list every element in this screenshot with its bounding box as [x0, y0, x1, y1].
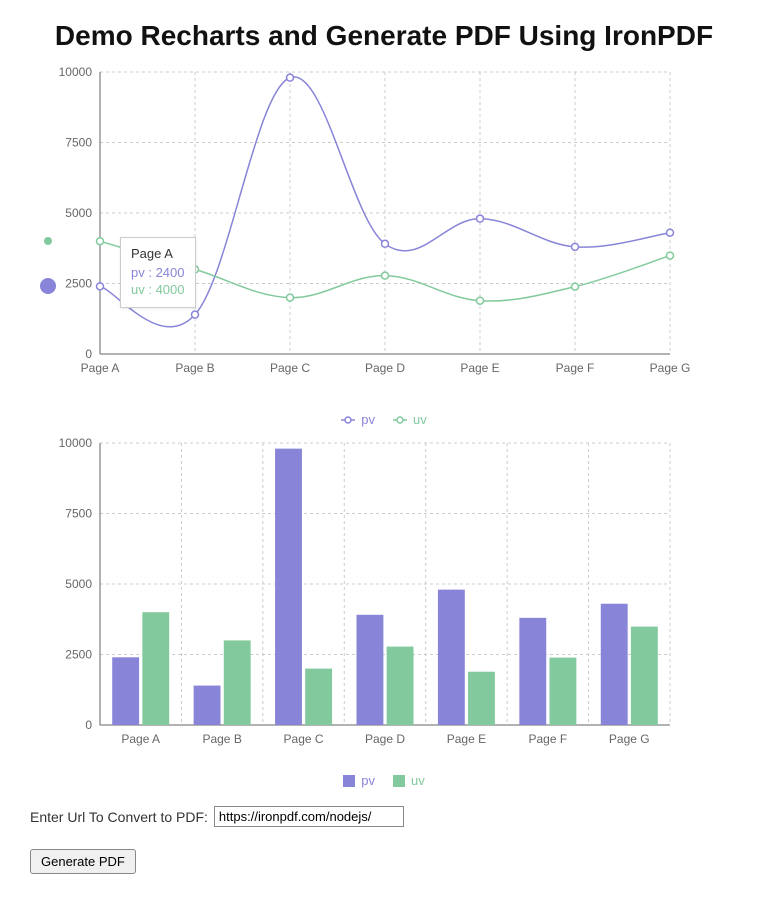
chart-tooltip: Page A pv : 2400 uv : 4000 — [120, 237, 196, 308]
svg-text:Page A: Page A — [81, 361, 120, 375]
svg-text:7500: 7500 — [65, 136, 92, 150]
legend-item-pv: pv — [341, 412, 375, 427]
svg-text:Page G: Page G — [609, 732, 650, 746]
legend-item-uv: uv — [393, 412, 427, 427]
svg-text:Page G: Page G — [650, 361, 690, 375]
svg-text:Page D: Page D — [365, 361, 405, 375]
legend-item-pv: pv — [343, 773, 375, 788]
legend-item-uv: uv — [393, 773, 425, 788]
tooltip-row: pv : 2400 — [131, 265, 185, 280]
line-chart-legend: pv uv — [30, 412, 738, 427]
svg-text:Page B: Page B — [202, 732, 241, 746]
url-input-label: Enter Url To Convert to PDF: — [30, 809, 208, 825]
line-chart: 0 2500 5000 7500 10000 Page A Page B Page C Page… — [30, 62, 738, 402]
tooltip-row: uv : 4000 — [131, 282, 185, 297]
tooltip-title: Page A — [131, 246, 185, 261]
svg-text:2500: 2500 — [65, 277, 92, 291]
svg-text:Page B: Page B — [175, 361, 214, 375]
bar-chart-svg: 0 2500 5000 7500 10000 Page A Page B Page C Page… — [30, 433, 690, 753]
svg-text:Page F: Page F — [529, 732, 568, 746]
svg-text:2500: 2500 — [65, 648, 92, 662]
url-form-row: Enter Url To Convert to PDF: — [30, 806, 738, 827]
svg-text:7500: 7500 — [65, 507, 92, 521]
svg-text:5000: 5000 — [65, 206, 92, 220]
svg-text:Page E: Page E — [447, 732, 486, 746]
generate-pdf-button[interactable]: Generate PDF — [30, 849, 136, 874]
svg-text:0: 0 — [85, 347, 92, 361]
bar-chart: 0 2500 5000 7500 10000 Page A Page B Page C Page… — [30, 433, 738, 763]
svg-text:0: 0 — [85, 718, 92, 732]
url-input[interactable] — [214, 806, 404, 827]
svg-text:Page C: Page C — [270, 361, 310, 375]
svg-text:Page D: Page D — [365, 732, 405, 746]
bar-chart-legend: pv uv — [30, 773, 738, 788]
svg-text:Page E: Page E — [460, 361, 499, 375]
svg-text:Page C: Page C — [284, 732, 324, 746]
svg-text:10000: 10000 — [59, 436, 93, 450]
svg-text:10000: 10000 — [59, 65, 93, 79]
svg-text:5000: 5000 — [65, 577, 92, 591]
page-title: Demo Recharts and Generate PDF Using Iro… — [30, 20, 738, 52]
svg-text:Page F: Page F — [556, 361, 595, 375]
line-chart-svg: 0 2500 5000 7500 10000 Page A Page B Page C Page… — [30, 62, 690, 382]
svg-text:Page A: Page A — [121, 732, 160, 746]
